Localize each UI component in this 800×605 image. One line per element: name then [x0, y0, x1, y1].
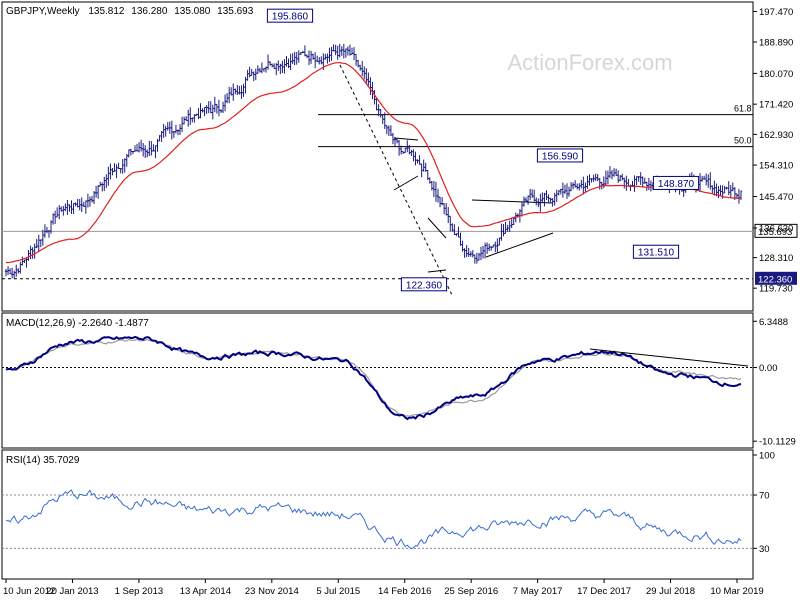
open-value: 135.812	[88, 6, 125, 17]
price-y-tick-label: 171.420	[759, 100, 793, 111]
flag-top-line	[393, 137, 419, 141]
flag2-bottom-line	[427, 269, 447, 273]
flag2-top-line	[427, 217, 447, 239]
x-tick-label: 5 Jul 2015	[316, 586, 360, 597]
rsi-y-tick-label: 70	[759, 491, 770, 502]
price-annotation: 131.510	[632, 244, 680, 259]
x-tick-label: 1 Sep 2013	[115, 586, 164, 597]
macd-lines	[5, 335, 742, 421]
x-tick-label: 10 Mar 2019	[710, 586, 763, 597]
x-tick-label: 23 Nov 2014	[245, 586, 299, 597]
price-annotation: 195.860	[266, 8, 314, 23]
x-tick-label: 25 Sep 2016	[444, 586, 498, 597]
svg-text:122.360: 122.360	[406, 280, 443, 291]
last-price-box	[754, 223, 798, 238]
rsi-lines	[5, 489, 742, 550]
price-y-tick-label: 145.470	[759, 192, 793, 203]
price-y-tick-label: 162.930	[759, 130, 793, 141]
rsi-line	[5, 489, 742, 550]
chart-header: GBPJPY,Weekly 135.812 136.280 135.080 13…	[6, 6, 254, 17]
price-annotations: 195.860 122.360 156.590 148.870 131.510	[266, 8, 700, 292]
x-tick-label: 14 Feb 2016	[378, 586, 431, 597]
triangle-resistance-line	[471, 199, 554, 204]
x-tick-label: 7 May 2017	[513, 586, 563, 597]
macd-divergence-line	[589, 348, 749, 367]
macd-y-tick-label: 6.3488	[759, 317, 788, 328]
price-annotation: 148.870	[652, 175, 700, 190]
watermark: ActionForex.com	[507, 50, 672, 75]
last-price-label: 135.693	[758, 227, 792, 238]
triangle-support-line	[485, 232, 554, 258]
trend-lines	[339, 64, 554, 296]
high-value: 136.280	[131, 6, 168, 17]
rsi-title: RSI(14) 35.7029	[6, 455, 80, 466]
price-y-tick-label: 197.470	[759, 7, 793, 18]
price-y-tick-label: 188.890	[759, 37, 793, 48]
support-box	[755, 271, 797, 285]
price-y-tick-label: 128.310	[759, 253, 793, 264]
close-value: 135.693	[217, 6, 254, 17]
flag-bottom-line	[393, 175, 419, 191]
rsi-y-tick-label: 30	[759, 544, 770, 555]
svg-text:195.860: 195.860	[272, 12, 309, 23]
price-y-tick-label: 154.310	[759, 161, 793, 172]
macd-y-tick-label: 0.00	[759, 363, 778, 374]
price-bars	[4, 43, 743, 279]
fib-label: 50.0	[734, 136, 752, 146]
svg-text:148.870: 148.870	[658, 179, 695, 190]
rsi-y-tick-label: 100	[759, 451, 775, 462]
price-grid: 135.693 122.360	[2, 223, 798, 285]
macd-y-ticks: 6.3488 0.00 -10.1129	[2, 317, 796, 448]
down-trendline	[339, 64, 453, 296]
x-tick-label: 20 Jan 2013	[46, 586, 98, 597]
price-annotation: 122.360	[400, 277, 448, 292]
x-tick-label: 17 Dec 2017	[577, 586, 631, 597]
low-value: 135.080	[174, 6, 211, 17]
price-y-tick-label: 180.070	[759, 69, 793, 80]
x-tick-label: 29 Jul 2018	[646, 586, 695, 597]
macd-y-tick-label: -10.1129	[759, 437, 796, 448]
macd-panel-frame	[1, 312, 754, 449]
moving-average-line	[6, 61, 742, 264]
rsi-y-ticks: 100 70 30	[2, 451, 775, 555]
symbol-label: GBPJPY,Weekly	[6, 6, 80, 17]
moving-average	[6, 61, 742, 264]
price-y-tick-label: 119.730	[759, 284, 793, 295]
fib-label: 61.8	[734, 104, 752, 114]
support-label: 122.360	[758, 274, 792, 285]
x-tick-label: 10 Jun 2012	[3, 586, 55, 597]
rsi-panel-frame	[1, 449, 754, 580]
macd-title: MACD(12,26,9) -2.2640 -1.4877	[6, 318, 149, 329]
price-panel-frame	[1, 1, 754, 312]
x-tick-label: 13 Apr 2014	[180, 586, 231, 597]
price-annotation: 156.590	[536, 148, 584, 163]
svg-text:131.510: 131.510	[638, 248, 675, 259]
svg-text:156.590: 156.590	[542, 151, 579, 162]
price-y-tick-label: 136.630	[759, 224, 793, 235]
macd-line	[5, 335, 742, 421]
price-y-ticks: 197.470 188.890 180.070 171.420 162.930 154.3…	[753, 7, 793, 295]
